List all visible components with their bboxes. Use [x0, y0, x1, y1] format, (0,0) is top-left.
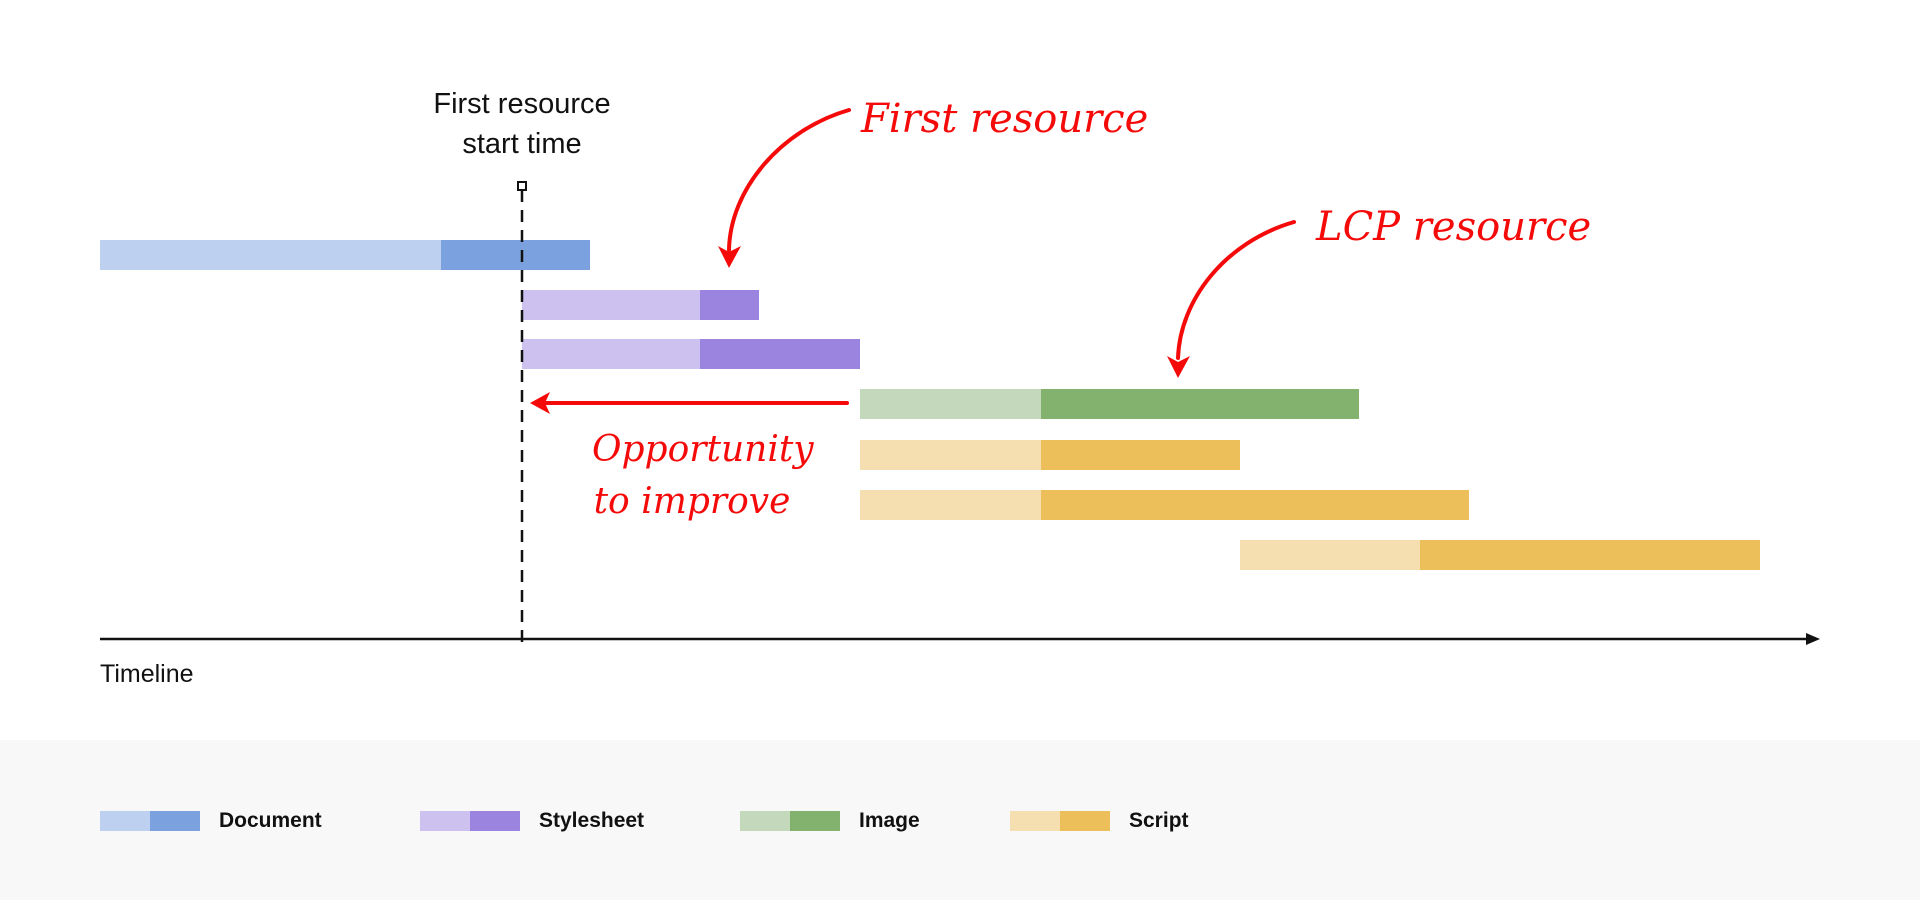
- image-wait-bar: [860, 389, 1041, 419]
- legend-item-stylesheet: Stylesheet: [420, 809, 644, 833]
- stylesheet-wait-bar: [522, 339, 700, 369]
- legend-swatch-light: [740, 811, 790, 831]
- legend-swatch-dark: [1060, 811, 1110, 831]
- first-resource-start-time-label: First resource start time: [372, 84, 672, 164]
- image-download-bar: [1041, 389, 1359, 419]
- legend-swatch-light: [100, 811, 150, 831]
- script-download-bar: [1041, 440, 1240, 470]
- legend-label: Script: [1129, 809, 1189, 832]
- legend-label: Image: [859, 809, 920, 832]
- legend-swatch-dark: [790, 811, 840, 831]
- document-wait-bar: [100, 240, 441, 270]
- document-download-bar: [441, 240, 590, 270]
- first-resource-arrowhead: [718, 246, 741, 268]
- script-wait-bar: [1240, 540, 1420, 570]
- legend-item-document: Document: [100, 809, 322, 833]
- stylesheet-download-bar: [700, 290, 759, 320]
- legend: Document Stylesheet Image Script: [0, 740, 1920, 900]
- legend-swatch-dark: [150, 811, 200, 831]
- legend-item-image: Image: [740, 809, 920, 833]
- legend-swatch-light: [1010, 811, 1060, 831]
- script-download-bar: [1420, 540, 1760, 570]
- legend-item-script: Script: [1010, 809, 1189, 833]
- start-line-marker: [517, 181, 527, 191]
- stylesheet-wait-bar: [522, 290, 700, 320]
- timeline-arrowhead: [1806, 633, 1820, 645]
- lcp-resource-annotation: LCP resource: [1316, 204, 1592, 250]
- first-resource-arrow: [727, 108, 851, 252]
- lcp-resource-arrow: [1176, 220, 1296, 360]
- stylesheet-download-bar: [700, 339, 860, 369]
- first-resource-annotation: First resource: [861, 96, 1149, 142]
- legend-label: Stylesheet: [539, 809, 645, 832]
- script-wait-bar: [860, 440, 1041, 470]
- diagram-lines: [100, 108, 1820, 645]
- opportunity-line-1: Opportunity: [592, 429, 814, 470]
- script-wait-bar: [860, 490, 1041, 520]
- legend-swatch-light: [420, 811, 470, 831]
- opportunity-line-2: to improve: [593, 481, 791, 522]
- legend-swatch-dark: [470, 811, 520, 831]
- lcp-resource-arrowhead: [1167, 356, 1190, 378]
- script-download-bar: [1041, 490, 1469, 520]
- start-label-line-1: First resource: [433, 88, 611, 120]
- start-label-line-2: start time: [462, 128, 582, 160]
- timeline-label: Timeline: [100, 660, 194, 688]
- opportunity-annotation: Opportunity to improve: [592, 424, 814, 528]
- legend-label: Document: [219, 809, 322, 832]
- opportunity-arrowhead: [530, 392, 550, 414]
